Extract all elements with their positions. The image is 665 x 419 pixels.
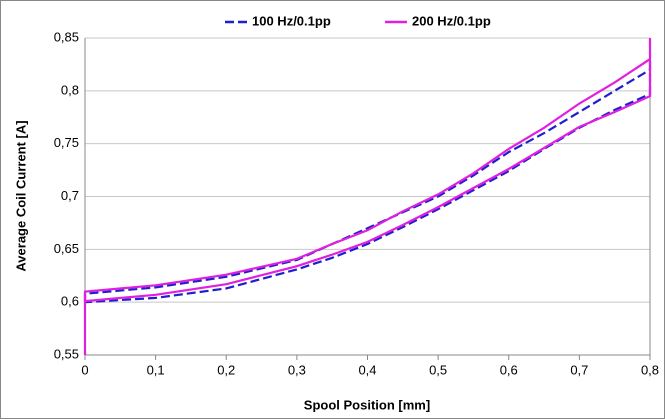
y-tick-label: 0,55 <box>54 346 79 361</box>
x-tick-label: 0,5 <box>429 362 447 377</box>
y-tick-label: 0,65 <box>54 241 79 256</box>
x-axis-title: Spool Position [mm] <box>304 397 430 412</box>
y-axis-title: Average Coil Current [A] <box>13 120 28 271</box>
y-tick-label: 0,7 <box>61 188 79 203</box>
legend-label: 100 Hz/0.1pp <box>252 13 331 28</box>
x-tick-label: 0,1 <box>147 362 165 377</box>
y-tick-label: 0,75 <box>54 135 79 150</box>
y-tick-label: 0,8 <box>61 82 79 97</box>
x-tick-label: 0,2 <box>217 362 235 377</box>
x-tick-label: 0,3 <box>288 362 306 377</box>
x-tick-label: 0,7 <box>570 362 588 377</box>
y-tick-label: 0,85 <box>54 29 79 44</box>
legend-label: 200 Hz/0.1pp <box>412 13 491 28</box>
series-line <box>83 38 652 355</box>
x-tick-label: 0,4 <box>358 362 376 377</box>
x-tick-label: 0,8 <box>641 362 659 377</box>
x-tick-label: 0 <box>81 362 88 377</box>
y-tick-label: 0,6 <box>61 294 79 309</box>
x-tick-label: 0,6 <box>500 362 518 377</box>
